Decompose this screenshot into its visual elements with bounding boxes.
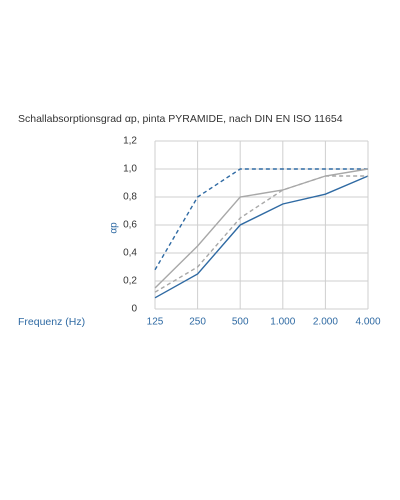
y-tick-label: 0,8: [123, 192, 137, 203]
y-tick-label: 1,0: [123, 164, 137, 175]
x-tick-label: 500: [232, 317, 249, 328]
x-axis-label: Frequenz (Hz): [18, 316, 85, 328]
y-axis-label: αp: [109, 222, 120, 234]
y-tick-label: 1,2: [123, 136, 137, 147]
x-tick-label: 1.000: [270, 317, 295, 328]
chart-title: Schallabsorptionsgrad αp, pinta PYRAMIDE…: [18, 113, 343, 125]
x-tick-label: 4.000: [355, 317, 380, 328]
series-line: [154, 168, 368, 271]
series-line: [154, 175, 368, 293]
x-tick-label: 125: [147, 317, 164, 328]
series-line: [154, 175, 369, 299]
series-line: [154, 168, 369, 289]
x-tick-label: 250: [189, 317, 206, 328]
y-tick-label: 0,4: [123, 248, 137, 259]
x-tick-label: 2.000: [313, 317, 338, 328]
y-tick-label: 0,6: [123, 220, 137, 231]
y-tick-label: 0,2: [123, 276, 137, 287]
y-tick-label: 0: [131, 304, 137, 315]
